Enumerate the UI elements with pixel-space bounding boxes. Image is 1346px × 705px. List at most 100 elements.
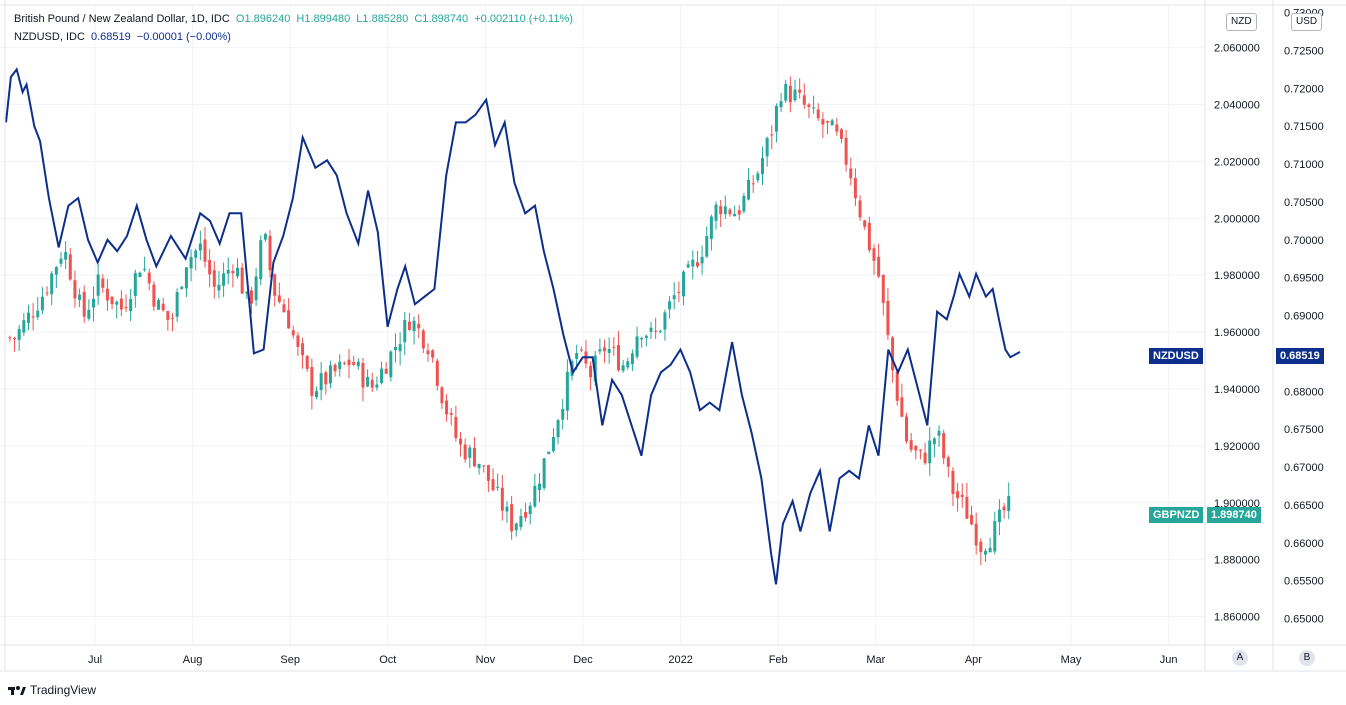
candle-body xyxy=(17,328,21,340)
nzdusd-line xyxy=(5,67,1021,585)
candle-body xyxy=(909,440,913,450)
candle-body xyxy=(579,349,583,351)
candle-body xyxy=(812,107,816,109)
candle-body xyxy=(542,458,546,488)
candle-body xyxy=(863,220,867,227)
right-axis-tick: 0.65500 xyxy=(1284,576,1324,588)
candle-body xyxy=(830,120,834,126)
x-axis-tick: Jul xyxy=(88,654,102,666)
candle-body xyxy=(970,515,974,525)
candle-body xyxy=(435,360,439,386)
candle-body xyxy=(393,347,397,351)
x-axis-tick: Oct xyxy=(379,654,396,666)
candle-body xyxy=(319,373,323,391)
left-axis-tick: 1.960000 xyxy=(1214,327,1260,339)
candle-body xyxy=(528,505,532,514)
candle-body xyxy=(68,254,72,280)
candle-body xyxy=(115,301,119,305)
candle-body xyxy=(626,361,630,368)
candle-body xyxy=(333,364,337,372)
candle-body xyxy=(398,344,402,352)
candle-body xyxy=(105,288,109,301)
right-axis-tick: 0.70500 xyxy=(1284,197,1324,209)
candle-body xyxy=(282,304,286,313)
candle-body xyxy=(463,444,467,460)
candle-body xyxy=(993,521,997,552)
candle-body xyxy=(133,273,137,296)
nzd-unit-badge[interactable]: NZD xyxy=(1226,13,1257,31)
candle-body xyxy=(779,101,783,108)
candle-body xyxy=(788,85,792,103)
candle-body xyxy=(31,316,35,318)
candle-body xyxy=(1007,495,1011,511)
candle-body xyxy=(59,258,63,264)
candle-body xyxy=(212,270,216,287)
candle-body xyxy=(245,291,249,294)
candle-body xyxy=(575,352,579,359)
candle-body xyxy=(983,550,987,555)
x-axis-tick: 2022 xyxy=(668,654,692,666)
candle-body xyxy=(942,433,946,459)
candle-body xyxy=(8,337,12,339)
right-axis-tick: 0.68000 xyxy=(1284,386,1324,398)
candle-body xyxy=(240,267,244,294)
open-value: O1.896240 xyxy=(235,13,291,25)
candle-body xyxy=(826,121,830,123)
right-axis-tick: 0.71500 xyxy=(1284,121,1324,133)
candle-body xyxy=(310,366,314,396)
candle-body xyxy=(491,479,495,491)
log-scale-button[interactable]: B xyxy=(1299,650,1315,666)
overlay-symbol[interactable]: NZDUSD, IDC xyxy=(14,31,85,43)
auto-scale-button[interactable]: A xyxy=(1232,650,1248,666)
candle-body xyxy=(895,371,899,401)
candle-body xyxy=(723,206,727,215)
candle-body xyxy=(403,319,407,343)
candle-body xyxy=(324,372,328,385)
candle-body xyxy=(352,362,356,365)
tradingview-brand[interactable]: TradingView xyxy=(8,683,96,697)
candle-body xyxy=(905,416,909,442)
candle-body xyxy=(157,300,161,310)
x-axis-tick: Nov xyxy=(476,654,496,666)
usd-unit-badge[interactable]: USD xyxy=(1291,13,1323,31)
overlay-legend: NZDUSD, IDC 0.68519 −0.00001 (−0.00%) xyxy=(14,31,234,43)
symbol-title[interactable]: British Pound / New Zealand Dollar, 1D, … xyxy=(14,13,230,25)
candle-body xyxy=(45,292,49,294)
candle-body xyxy=(649,327,653,332)
candle-body xyxy=(793,89,797,101)
candle-body xyxy=(677,292,681,294)
right-axis-tick: 0.72500 xyxy=(1284,45,1324,57)
x-axis-tick: Mar xyxy=(866,654,885,666)
candle-body xyxy=(431,350,435,358)
candle-body xyxy=(496,486,500,488)
candle-body xyxy=(147,272,151,284)
candle-body xyxy=(547,451,551,455)
candle-body xyxy=(291,330,295,336)
candle-body xyxy=(296,335,300,348)
candle-body xyxy=(305,355,309,369)
left-axis-tick: 1.880000 xyxy=(1214,555,1260,567)
candle-body xyxy=(510,504,514,532)
candle-body xyxy=(505,506,509,512)
candle-body xyxy=(751,183,755,185)
candle-body xyxy=(756,173,760,181)
candle-body xyxy=(198,243,202,251)
candle-body xyxy=(384,368,388,374)
candle-body xyxy=(273,274,277,296)
candle-body xyxy=(138,272,142,277)
gbpnzd-name-badge: GBPNZD xyxy=(1149,507,1204,523)
x-axis-tick: Feb xyxy=(769,654,788,666)
right-axis-tick: 0.65000 xyxy=(1284,613,1324,625)
candle-body xyxy=(849,168,853,179)
candle-body xyxy=(170,317,174,319)
candle-body xyxy=(593,355,597,382)
candle-body xyxy=(997,509,1001,523)
nzdusd-price-badge: 0.68519 xyxy=(1276,348,1324,364)
candle-body xyxy=(700,256,704,264)
candle-body xyxy=(161,303,165,311)
candle-body xyxy=(705,236,709,257)
candle-body xyxy=(129,298,133,312)
brand-name: TradingView xyxy=(30,683,97,697)
candle-body xyxy=(175,292,179,317)
